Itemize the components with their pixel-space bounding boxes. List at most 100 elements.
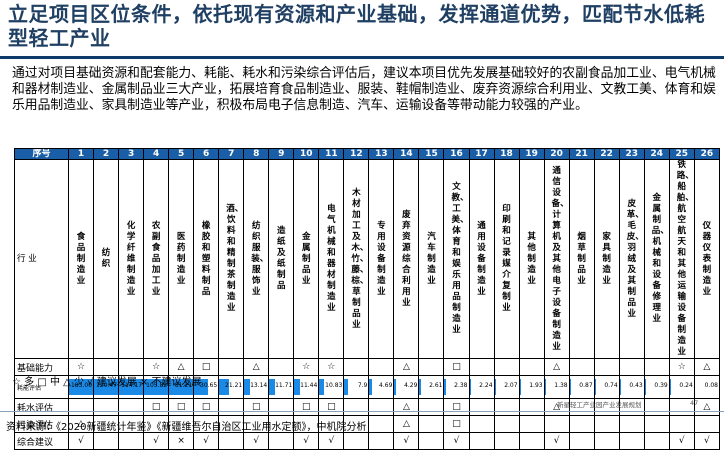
- energy-cell: 1.38: [544, 376, 569, 399]
- pollution-cell: [694, 416, 719, 433]
- header-number-cell: 2: [94, 149, 119, 160]
- water-cell: □: [294, 399, 319, 416]
- industry-name: 烟草制品业: [577, 232, 587, 287]
- water-cell: [269, 399, 294, 416]
- water-cell: [119, 399, 144, 416]
- energy-cell-wrap: 2.24: [470, 376, 494, 398]
- overall-cell: [594, 433, 619, 450]
- energy-cell: 11.44: [294, 376, 319, 399]
- pollution-cell: [369, 416, 394, 433]
- industry-cell: 造纸及纸制品: [269, 160, 294, 359]
- energy-cell-wrap: 1.93: [520, 376, 544, 398]
- water-cell: [469, 399, 494, 416]
- water-cell: △: [394, 399, 419, 416]
- energy-cell-wrap: 11.71: [269, 376, 293, 398]
- basic-capacity-cell: [569, 359, 594, 376]
- overall-row: 综合建议 √√×√√√√√√√√√: [15, 433, 720, 450]
- energy-cell-wrap: 2.61: [419, 376, 443, 398]
- header-number-cell: 19: [519, 149, 544, 160]
- industry-cell: 医药制造业: [169, 160, 194, 359]
- water-cell: □: [144, 399, 169, 416]
- header-number-cell: 12: [344, 149, 369, 160]
- industry-name: 医药制造业: [176, 232, 186, 287]
- water-cell: [494, 399, 519, 416]
- overall-cell: [419, 433, 444, 450]
- header-number-cell: 3: [119, 149, 144, 160]
- industry-name: 纺织服装、服饰业: [251, 221, 261, 298]
- energy-value: 13.14: [250, 382, 267, 389]
- page-number: 47: [690, 399, 698, 407]
- industry-cell: 食品制造业: [69, 160, 94, 359]
- energy-cell-wrap: 2.07: [495, 376, 519, 398]
- energy-value: 11.71: [275, 382, 292, 389]
- energy-value: 0.39: [654, 382, 667, 389]
- energy-cell-wrap: 13.14: [244, 376, 268, 398]
- industry-name: 纺织: [101, 248, 111, 270]
- overall-cell: √: [444, 433, 469, 450]
- industry-cell: 印刷和记录媒介复制业: [494, 160, 519, 359]
- overall-cell: [369, 433, 394, 450]
- industry-name: 金属制品、机械和设备修理业: [652, 193, 662, 325]
- basic-capacity-cell: △: [394, 359, 419, 376]
- industry-cell: 汽车制造业: [419, 160, 444, 359]
- industry-cell: 木材加工及木、竹、藤、棕、草制品业: [344, 160, 369, 359]
- energy-value: 183.00: [71, 382, 92, 389]
- header-number-cell: 1: [69, 149, 94, 160]
- industry-name: 仪器仪表制造业: [702, 221, 712, 298]
- overall-cell: [519, 433, 544, 450]
- industry-name: 橡胶和塑料制品: [201, 221, 211, 298]
- energy-value: 2.07: [504, 382, 517, 389]
- row-label-overall: 综合建议: [15, 433, 69, 450]
- energy-value: 10.83: [325, 382, 342, 389]
- water-cell: [519, 399, 544, 416]
- header-number-cell: 7: [219, 149, 244, 160]
- industry-cell: 通用设备制造业: [469, 160, 494, 359]
- industry-name: 电气机械和器材制造业: [326, 204, 336, 314]
- basic-capacity-cell: [594, 359, 619, 376]
- header-number-cell: 10: [294, 149, 319, 160]
- header-label-cell: 序号: [15, 149, 69, 160]
- energy-cell: 11.71: [269, 376, 294, 399]
- industry-cell: 纺织服装、服饰业: [244, 160, 269, 359]
- row-label-water: 耗水评估: [15, 399, 69, 416]
- industry-name: 废弃资源综合利用业: [401, 210, 411, 309]
- industry-name: 家具制造业: [602, 232, 612, 287]
- energy-cell-wrap: 7.9: [344, 376, 368, 398]
- energy-value: 11.44: [300, 382, 317, 389]
- header-number-cell: 24: [644, 149, 669, 160]
- energy-value: 0.43: [629, 382, 642, 389]
- energy-cell: 1.93: [519, 376, 544, 399]
- header-number-cell: 23: [619, 149, 644, 160]
- header-number-cell: 25: [669, 149, 694, 160]
- water-cell: [419, 399, 444, 416]
- pollution-cell: [544, 416, 569, 433]
- energy-cell: 0.74: [594, 376, 619, 399]
- energy-cell: 7.9: [344, 376, 369, 399]
- energy-value: 4.29: [404, 382, 417, 389]
- energy-value: 4.69: [379, 382, 392, 389]
- water-cell: [94, 399, 119, 416]
- water-cell: □: [169, 399, 194, 416]
- energy-bar: [545, 379, 546, 395]
- header-number-cell: 26: [694, 149, 719, 160]
- basic-capacity-cell: [644, 359, 669, 376]
- energy-bar: [294, 379, 299, 395]
- industry-name: 铁路、船舶、航空航天和其他运输设备制造业: [677, 160, 687, 358]
- energy-value: 2.38: [454, 382, 467, 389]
- energy-value: 51.21: [175, 382, 192, 389]
- energy-cell-wrap: 0.39: [645, 376, 669, 398]
- header-number-cell: 22: [594, 149, 619, 160]
- overall-cell: √: [694, 433, 719, 450]
- water-cell: □: [444, 399, 469, 416]
- overall-cell: [344, 433, 369, 450]
- industry-cell: 家具制造业: [594, 160, 619, 359]
- water-cell: □: [319, 399, 344, 416]
- industry-cell: 纺织: [94, 160, 119, 359]
- industry-name: 文教、工美、体育和娱乐用品制造业: [451, 182, 461, 336]
- energy-cell-wrap: 1.38: [545, 376, 569, 398]
- pollution-cell: [594, 416, 619, 433]
- energy-cell-wrap: 0.87: [570, 376, 594, 398]
- energy-bar: [470, 379, 471, 395]
- water-cell: [644, 399, 669, 416]
- energy-value: 0.08: [705, 382, 718, 389]
